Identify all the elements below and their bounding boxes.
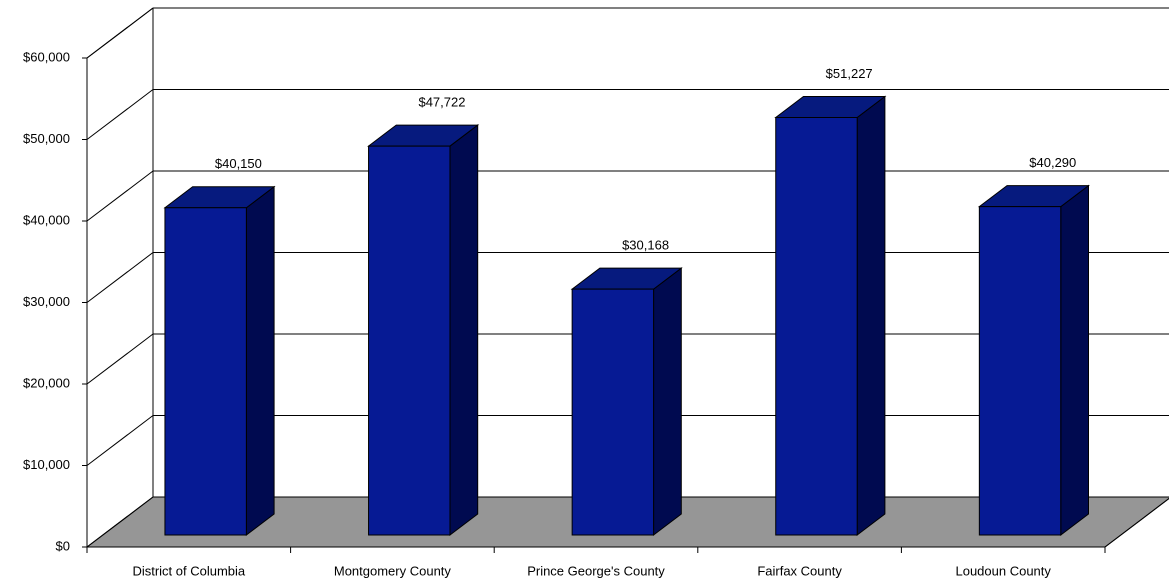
bar-side — [449, 124, 479, 537]
x-tick-label: District of Columbia — [132, 563, 245, 578]
bar-front — [978, 206, 1062, 536]
bar — [163, 185, 276, 537]
bar-side — [245, 185, 275, 537]
grid-line — [86, 333, 154, 385]
x-tick-label: Fairfax County — [757, 563, 842, 578]
grid-line — [86, 89, 154, 140]
value-label: $47,722 — [418, 95, 465, 110]
floor-edge — [1104, 497, 1169, 548]
bar — [774, 95, 887, 537]
grid-line — [86, 170, 154, 222]
grid-line — [86, 7, 154, 59]
y-tick-label: $50,000 — [23, 131, 70, 146]
y-tick-label: $10,000 — [23, 457, 70, 472]
bar-front — [775, 116, 858, 536]
bar — [367, 124, 480, 537]
y-tick-label: $40,000 — [23, 212, 70, 227]
bar — [570, 267, 683, 537]
grid-line — [86, 252, 154, 303]
bar-side — [1060, 184, 1089, 537]
value-label: $51,227 — [826, 66, 873, 81]
bar-front — [571, 288, 655, 536]
grid-line — [86, 496, 154, 548]
x-tick-label: Prince George's County — [527, 563, 665, 578]
bar-front — [368, 145, 451, 536]
value-label: $40,150 — [215, 156, 262, 171]
y-tick-label: $30,000 — [23, 294, 70, 309]
y-tick-label: $0 — [56, 538, 70, 553]
x-tick-label: Montgomery County — [334, 563, 452, 578]
value-label: $30,168 — [622, 238, 669, 253]
grid-line — [86, 415, 154, 466]
bar — [977, 184, 1090, 537]
bar-side — [856, 95, 886, 537]
bar-side — [653, 267, 682, 537]
value-label: $40,290 — [1029, 155, 1076, 170]
y-tick-label: $20,000 — [23, 375, 70, 390]
bar-front — [164, 207, 247, 536]
x-tick-label: Loudoun County — [955, 563, 1051, 578]
y-tick-label: $60,000 — [23, 49, 70, 64]
